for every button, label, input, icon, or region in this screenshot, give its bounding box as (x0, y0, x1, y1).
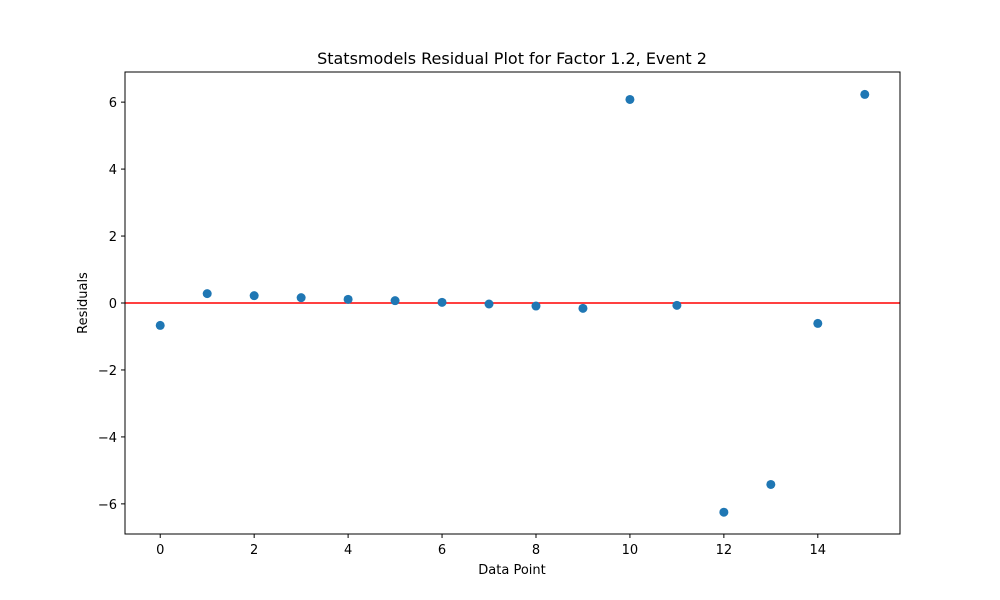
data-point (390, 296, 400, 306)
data-point (296, 293, 306, 303)
data-point (484, 299, 494, 309)
plot-area (125, 89, 900, 517)
y-axis-label: Residuals (76, 272, 91, 334)
y-tick-label: −4 (98, 431, 117, 446)
data-point (249, 291, 259, 301)
x-tick-label: 8 (532, 543, 540, 558)
y-tick-label: −6 (98, 498, 117, 513)
x-tick-label: 6 (438, 543, 446, 558)
x-axis-label: Data Point (478, 563, 545, 578)
data-point (860, 89, 870, 99)
y-tick-label: −2 (98, 364, 117, 379)
data-point (578, 303, 588, 313)
y-tick-label: 0 (109, 297, 117, 312)
data-point (625, 94, 635, 104)
x-tick-label: 14 (810, 543, 827, 558)
data-point (202, 289, 212, 299)
y-axis-ticks: −6 −4 −2 0 2 4 6 (98, 96, 125, 513)
x-tick-label: 0 (156, 543, 164, 558)
data-point (719, 507, 729, 517)
data-point (813, 318, 823, 328)
data-point (766, 479, 776, 489)
x-tick-label: 10 (622, 543, 639, 558)
data-point (672, 300, 682, 310)
data-point (155, 320, 165, 330)
x-tick-label: 4 (344, 543, 352, 558)
y-tick-label: 2 (109, 230, 117, 245)
x-tick-label: 2 (250, 543, 258, 558)
data-point (343, 294, 353, 304)
data-point (437, 297, 447, 307)
y-tick-label: 6 (109, 96, 117, 111)
y-tick-label: 4 (109, 163, 117, 178)
chart-title: Statsmodels Residual Plot for Factor 1.2… (317, 49, 707, 68)
data-point (531, 301, 541, 311)
x-axis-ticks: 0 2 4 6 8 10 12 14 (156, 534, 826, 558)
x-tick-label: 12 (716, 543, 733, 558)
